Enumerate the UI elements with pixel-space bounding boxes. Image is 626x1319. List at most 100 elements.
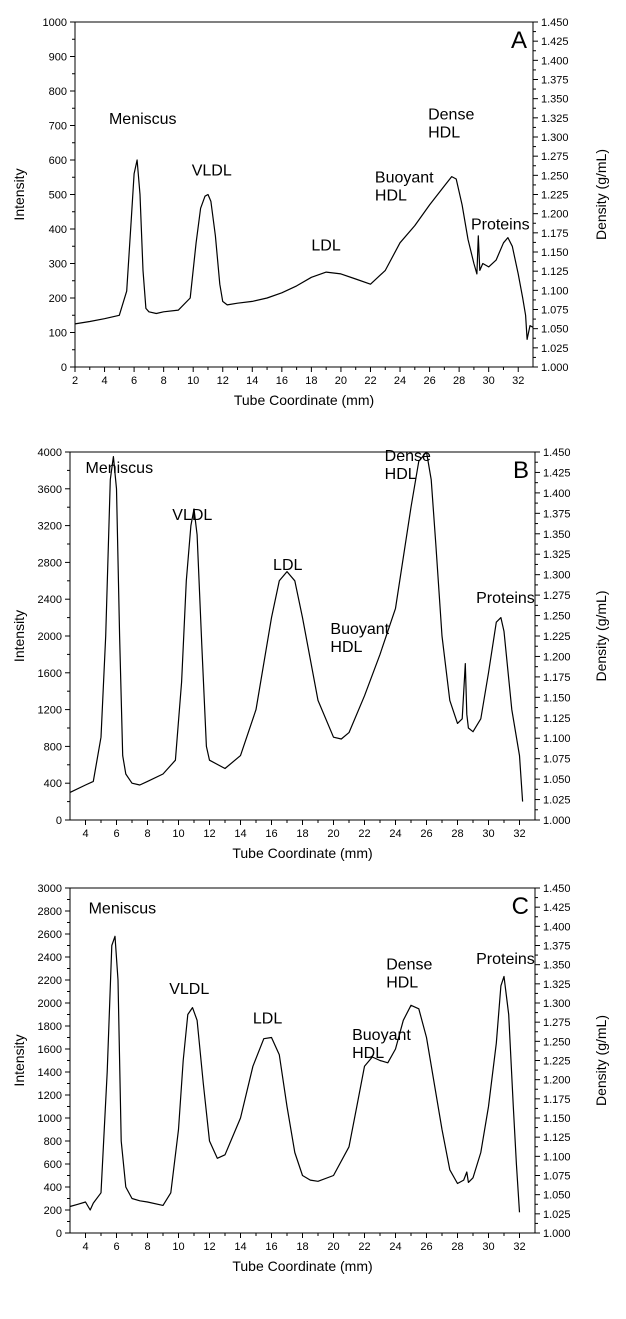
chart-panel-b: 4 6 8 10 12 14 16 18 20 22 24 26 28 30 32 0 400 800 1200 16… — [11, 447, 609, 861]
x-tick-label: 20 — [327, 1241, 339, 1253]
y2-tick-label: 1.025 — [541, 343, 569, 355]
x-tick-label: 32 — [513, 1241, 525, 1253]
y-tick-label: 1200 — [38, 1090, 62, 1102]
y2-tick-label: 1.100 — [541, 285, 569, 297]
x-tick-label: 8 — [144, 828, 150, 840]
y2-tick-label: 1.375 — [541, 75, 569, 87]
y2-tick-label: 1.350 — [541, 94, 569, 106]
y2-tick-label: 1.400 — [541, 55, 569, 67]
peak-annotation: VLDL — [169, 981, 209, 998]
peak-annotation: Buoyant HDL — [330, 621, 389, 656]
x-tick-label: 28 — [453, 375, 465, 387]
y-axis-label: Intensity — [11, 1034, 27, 1086]
y2-tick-label: 1.375 — [543, 941, 571, 953]
x-axis-label: Tube Coordinate (mm) — [234, 392, 374, 408]
y-tick-label: 0 — [56, 815, 62, 827]
x-tick-label: 6 — [131, 375, 137, 387]
x-tick-label: 8 — [161, 375, 167, 387]
chart-panel-c: 4 6 8 10 12 14 16 18 20 22 24 26 28 30 32 0 200 400 600 800… — [11, 883, 609, 1274]
x-tick-label: 32 — [513, 828, 525, 840]
peak-annotation: VLDL — [172, 507, 212, 524]
peak-annotation: Meniscus — [109, 111, 177, 128]
y2-tick-label: 1.425 — [543, 902, 571, 914]
y-tick-label: 300 — [49, 259, 67, 271]
y2-tick-label: 1.050 — [541, 324, 569, 336]
y-tick-label: 400 — [49, 224, 67, 236]
x-tick-label: 4 — [101, 375, 107, 387]
y2-tick-label: 1.150 — [543, 692, 571, 704]
y-tick-label: 3600 — [38, 484, 62, 496]
x-tick-label: 30 — [482, 1241, 494, 1253]
y2-tick-label: 1.075 — [543, 754, 571, 766]
peak-annotation: LDL — [253, 1011, 282, 1028]
plot-frame — [69, 451, 536, 821]
x-tick-label: 16 — [265, 828, 277, 840]
y2-tick-label: 1.275 — [543, 1017, 571, 1029]
x-tick-label: 4 — [82, 1241, 88, 1253]
y-tick-label: 200 — [49, 293, 67, 305]
x-tick-label: 6 — [113, 828, 119, 840]
y2-tick-label: 1.400 — [543, 921, 571, 933]
y-tick-label: 400 — [44, 778, 62, 790]
peak-annotation: Meniscus — [89, 900, 157, 917]
x-tick-label: 12 — [203, 828, 215, 840]
y-tick-label: 1800 — [38, 1021, 62, 1033]
y2-tick-label: 1.200 — [543, 651, 571, 663]
y2-tick-label: 1.425 — [541, 36, 569, 48]
y2-tick-label: 1.375 — [543, 508, 571, 520]
y2-tick-label: 1.250 — [543, 611, 571, 623]
y-tick-label: 1000 — [43, 17, 67, 29]
x-tick-label: 22 — [358, 1241, 370, 1253]
y-tick-label: 3000 — [38, 883, 62, 895]
y-tick-label: 100 — [49, 328, 67, 340]
y2-tick-label: 1.400 — [543, 488, 571, 500]
y-tick-label: 800 — [44, 741, 62, 753]
x-tick-label: 14 — [246, 375, 258, 387]
x-tick-label: 24 — [394, 375, 406, 387]
y2-tick-label: 1.100 — [543, 1151, 571, 1163]
x-tick-label: 30 — [483, 375, 495, 387]
y2-tick-label: 1.125 — [541, 266, 569, 278]
panel-label: C — [512, 893, 529, 920]
y2-axis-label: Density (g/mL) — [593, 149, 609, 240]
peak-annotation: Proteins — [476, 590, 535, 607]
x-tick-label: 30 — [482, 828, 494, 840]
y2-tick-label: 1.000 — [541, 362, 569, 374]
y2-axis-label: Density (g/mL) — [593, 1015, 609, 1106]
y-tick-label: 2800 — [38, 557, 62, 569]
y2-tick-label: 1.300 — [543, 998, 571, 1010]
peak-annotation: LDL — [311, 237, 340, 254]
y-tick-label: 2400 — [38, 952, 62, 964]
peak-annotation: Buoyant HDL — [375, 169, 434, 204]
y2-tick-label: 1.300 — [543, 570, 571, 582]
y2-tick-label: 1.325 — [541, 113, 569, 125]
y-tick-label: 2200 — [38, 975, 62, 987]
x-tick-label: 28 — [451, 828, 463, 840]
y2-axis-label: Density (g/mL) — [593, 590, 609, 681]
y-tick-label: 500 — [49, 190, 67, 202]
y-tick-label: 600 — [49, 155, 67, 167]
panel-label: B — [513, 457, 529, 484]
y2-tick-label: 1.150 — [541, 247, 569, 259]
y2-tick-label: 1.050 — [543, 1190, 571, 1202]
y-tick-label: 2600 — [38, 929, 62, 941]
y-tick-label: 2000 — [38, 631, 62, 643]
peak-annotation: Dense HDL — [386, 957, 432, 992]
chart-panel-a: 2 4 6 8 10 12 14 16 18 20 22 24 26 28 30 32010020030040… — [11, 17, 609, 408]
peak-annotation: Proteins — [471, 217, 530, 234]
y2-tick-label: 1.175 — [543, 672, 571, 684]
y-tick-label: 1200 — [38, 705, 62, 717]
y2-tick-label: 1.300 — [541, 132, 569, 144]
plot-frame — [74, 21, 534, 368]
x-tick-label: 18 — [296, 828, 308, 840]
y2-tick-label: 1.200 — [541, 209, 569, 221]
y2-tick-label: 1.350 — [543, 529, 571, 541]
intensity-trace — [69, 935, 521, 1213]
peak-annotation: VLDL — [192, 163, 232, 180]
x-tick-label: 18 — [296, 1241, 308, 1253]
x-axis-label: Tube Coordinate (mm) — [232, 1258, 372, 1274]
peak-annotation: Meniscus — [86, 460, 154, 477]
intensity-trace — [69, 451, 524, 802]
y-tick-label: 2800 — [38, 906, 62, 918]
